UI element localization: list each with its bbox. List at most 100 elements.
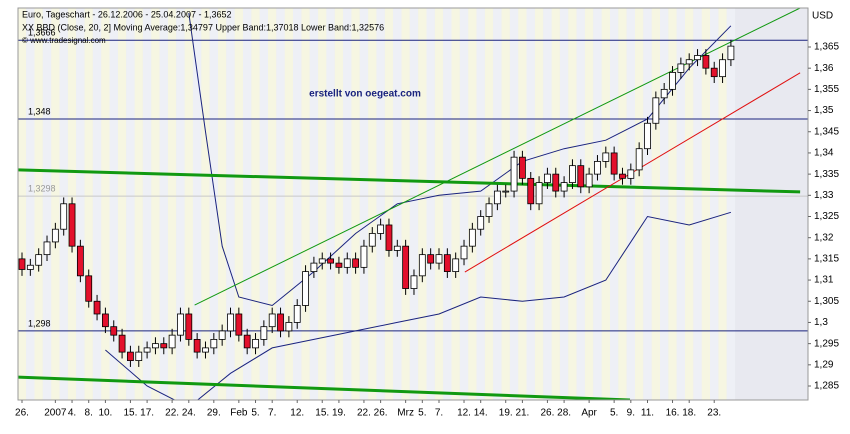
- day-stripe: [151, 8, 160, 400]
- candle-body: [527, 177, 535, 205]
- day-stripe: [651, 8, 661, 400]
- trendline: [18, 168, 801, 194]
- day-stripe: [376, 8, 385, 400]
- candle-body: [26, 264, 34, 270]
- day-stripe: [568, 8, 577, 400]
- candle-body: [519, 156, 526, 179]
- candle-body: [560, 182, 568, 192]
- candle-body: [610, 152, 618, 175]
- y-tick-label: 1,325: [814, 211, 839, 222]
- candle-body: [343, 258, 351, 268]
- candle-body: [327, 258, 334, 264]
- x-tick-label: 15.: [123, 408, 137, 419]
- candle-body: [35, 254, 43, 266]
- day-stripe: [34, 8, 43, 400]
- day-stripe: [668, 8, 677, 400]
- annotation: erstellt von oegeat.com: [309, 89, 421, 100]
- candle-body: [710, 67, 718, 78]
- day-stripe: [343, 8, 352, 400]
- candle-body: [302, 271, 309, 306]
- x-tick-label: Apr: [581, 408, 597, 419]
- day-stripe: [418, 8, 427, 400]
- day-stripe: [318, 8, 327, 400]
- day-stripe: [384, 8, 394, 400]
- x-tick-label: 15.: [315, 408, 329, 419]
- day-stripe: [693, 8, 702, 400]
- candle-body: [685, 59, 693, 65]
- y-tick-label: 1,315: [814, 254, 839, 265]
- candle-body: [627, 169, 635, 179]
- y-tick-label: 1,29: [814, 359, 834, 370]
- candle-body: [252, 338, 259, 349]
- y-tick-label: 1,33: [814, 190, 834, 201]
- candle-body: [377, 224, 385, 234]
- x-tick-label: 19.: [332, 408, 346, 419]
- candle-body: [127, 351, 134, 361]
- x-tick-label: 26.: [15, 408, 29, 419]
- candle-body: [352, 258, 360, 268]
- day-stripe: [476, 8, 485, 400]
- chart-title: Euro, Tageschart - 26.12.2006 - 25.04.20…: [22, 9, 231, 19]
- x-tick-label: 28.: [557, 408, 571, 419]
- day-stripe: [543, 8, 552, 400]
- x-tick-label: 5.: [610, 408, 618, 419]
- day-stripe: [468, 8, 477, 400]
- day-stripe: [51, 8, 60, 400]
- day-stripe: [192, 8, 202, 400]
- candle-body: [360, 245, 368, 268]
- y-tick-label: 1,295: [814, 338, 839, 349]
- x-tick-label: 4.: [68, 408, 76, 419]
- plot-area: [18, 8, 808, 400]
- candle-body: [202, 347, 209, 353]
- y-tick-label: 1,355: [814, 84, 839, 95]
- x-tick-label: 9.: [627, 408, 635, 419]
- candle-body: [652, 97, 660, 124]
- candle-body: [635, 148, 643, 171]
- y-tick-label: 1,285: [814, 381, 839, 392]
- x-tick-label: 2007: [44, 408, 67, 419]
- candle-body: [677, 63, 685, 73]
- candle-body: [285, 322, 293, 332]
- day-stripe: [559, 8, 569, 400]
- day-stripe: [284, 8, 294, 400]
- level-label: 1,298: [28, 318, 51, 328]
- candle-body: [335, 262, 343, 268]
- x-tick-label: Feb: [230, 408, 248, 419]
- x-tick-label: 24.: [182, 408, 196, 419]
- y-tick-label: 1,36: [814, 63, 834, 74]
- candle-body: [152, 343, 159, 349]
- candle-body: [227, 313, 234, 332]
- y-tick-label: 1,32: [814, 232, 834, 243]
- candle-body: [427, 254, 435, 264]
- candle-body: [602, 152, 610, 162]
- candle-body: [368, 233, 376, 247]
- day-stripe: [301, 8, 310, 400]
- candle-body: [535, 182, 543, 205]
- candle-body: [393, 245, 401, 251]
- day-stripe: [142, 8, 152, 400]
- candle-body: [460, 245, 468, 260]
- x-tick-label: 18.: [682, 408, 696, 419]
- day-stripe: [359, 8, 369, 400]
- candle-body: [443, 254, 451, 272]
- y-tick-label: 1,31: [814, 275, 834, 286]
- source: © www.tradesignal.com: [22, 36, 106, 45]
- day-stripe: [159, 8, 168, 400]
- level-label: 1,3298: [28, 184, 56, 194]
- candle-body: [552, 173, 560, 192]
- day-stripe: [718, 8, 727, 400]
- candle-body: [85, 275, 93, 302]
- day-stripe: [234, 8, 244, 400]
- day-stripe: [676, 8, 686, 400]
- candle-body: [310, 262, 318, 272]
- day-stripe: [551, 8, 560, 400]
- candle-body: [719, 59, 726, 78]
- day-stripe: [334, 8, 344, 400]
- candle-body: [468, 228, 476, 247]
- day-stripe: [618, 8, 627, 400]
- candle-body: [418, 254, 426, 277]
- x-tick-label: 22.: [357, 408, 371, 419]
- x-tick-label: 26.: [540, 408, 554, 419]
- day-stripe: [184, 8, 193, 400]
- candle-body: [569, 165, 576, 183]
